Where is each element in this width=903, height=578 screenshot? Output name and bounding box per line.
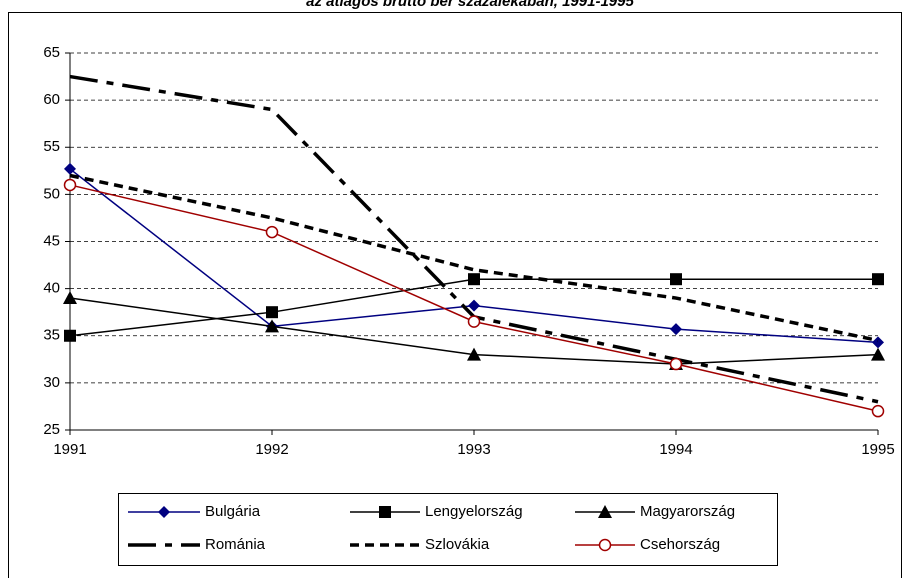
legend-label: Bulgária xyxy=(205,503,261,520)
legend-label: Magyarország xyxy=(640,503,735,520)
marker xyxy=(872,336,884,349)
legend-label: Szlovákia xyxy=(425,536,490,553)
y-tick-label: 60 xyxy=(43,91,60,108)
marker xyxy=(158,506,170,518)
x-tick-label: 1993 xyxy=(457,441,490,458)
legend-box xyxy=(118,493,778,566)
legend-label: Lengyelország xyxy=(425,503,523,520)
marker xyxy=(468,299,480,312)
legend-label: Románia xyxy=(205,536,266,553)
y-tick-label: 65 xyxy=(43,44,60,61)
marker xyxy=(379,506,391,518)
marker xyxy=(598,505,612,518)
y-tick-label: 25 xyxy=(43,421,60,438)
legend-label: Csehország xyxy=(640,536,720,553)
marker xyxy=(468,273,480,286)
y-tick-label: 30 xyxy=(43,374,60,391)
x-tick-label: 1992 xyxy=(255,441,288,458)
series-line xyxy=(69,173,879,343)
y-tick-label: 55 xyxy=(43,138,60,155)
marker xyxy=(598,538,612,552)
y-tick-label: 35 xyxy=(43,327,60,344)
marker xyxy=(265,319,279,333)
y-tick-label: 45 xyxy=(43,232,60,249)
marker xyxy=(871,347,885,361)
marker xyxy=(64,162,76,175)
marker xyxy=(63,291,77,305)
marker xyxy=(467,315,481,328)
y-tick-label: 40 xyxy=(43,280,60,297)
y-tick-label: 50 xyxy=(43,185,60,202)
chart-title: az átlagos bruttó bér százalékában, 1991… xyxy=(306,0,634,10)
marker xyxy=(670,323,682,336)
marker xyxy=(669,357,683,371)
x-tick-label: 1995 xyxy=(861,441,894,458)
marker xyxy=(467,347,481,361)
marker xyxy=(872,273,884,286)
x-tick-label: 1991 xyxy=(53,441,86,458)
marker xyxy=(265,225,279,239)
marker xyxy=(266,306,278,319)
marker xyxy=(64,329,76,342)
marker xyxy=(670,273,682,286)
marker xyxy=(871,404,885,418)
marker xyxy=(63,178,77,192)
x-tick-label: 1994 xyxy=(659,441,692,458)
